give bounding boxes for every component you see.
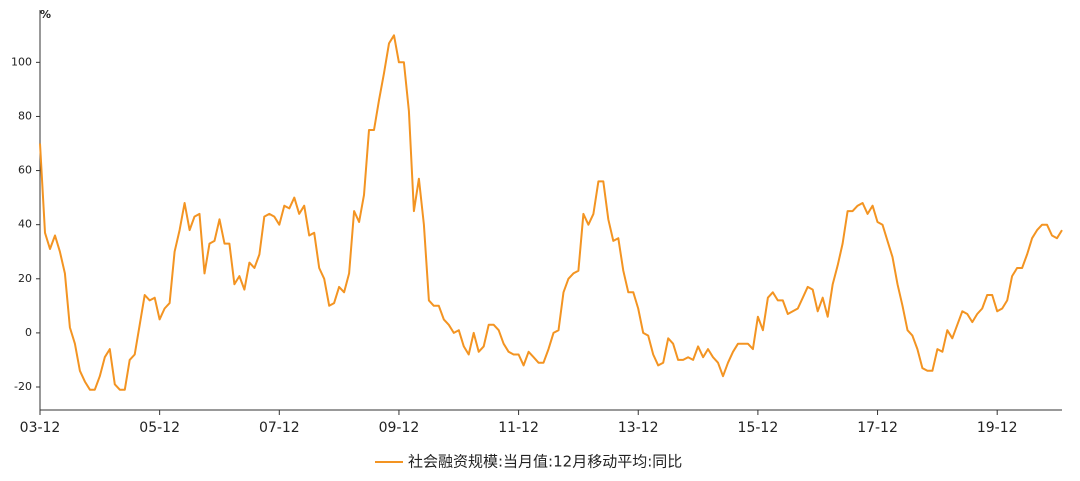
x-tick-label: 05-12 — [139, 420, 180, 436]
x-tick-label: 11-12 — [498, 420, 539, 436]
x-tick-label: 07-12 — [259, 420, 300, 436]
x-tick-label: 19-12 — [977, 420, 1018, 436]
legend-label: 社会融资规模:当月值:12月移动平均:同比 — [408, 453, 682, 471]
data-line — [39, 34, 1063, 391]
y-tick-label: 80 — [18, 109, 32, 122]
x-tick-label: 15-12 — [738, 420, 779, 436]
y-axis-unit: % — [40, 8, 51, 21]
y-tick-label: 40 — [18, 218, 32, 231]
x-tick-label: 09-12 — [379, 420, 420, 436]
y-tick-label: 0 — [25, 326, 32, 339]
y-tick-label: 20 — [18, 272, 32, 285]
y-tick-label: -20 — [14, 380, 32, 393]
x-tick-label: 13-12 — [618, 420, 659, 436]
y-tick-label: 60 — [18, 164, 32, 177]
x-tick-label: 03-12 — [20, 420, 61, 436]
x-tick-label: 17-12 — [857, 420, 898, 436]
y-tick-label: 100 — [11, 55, 32, 68]
